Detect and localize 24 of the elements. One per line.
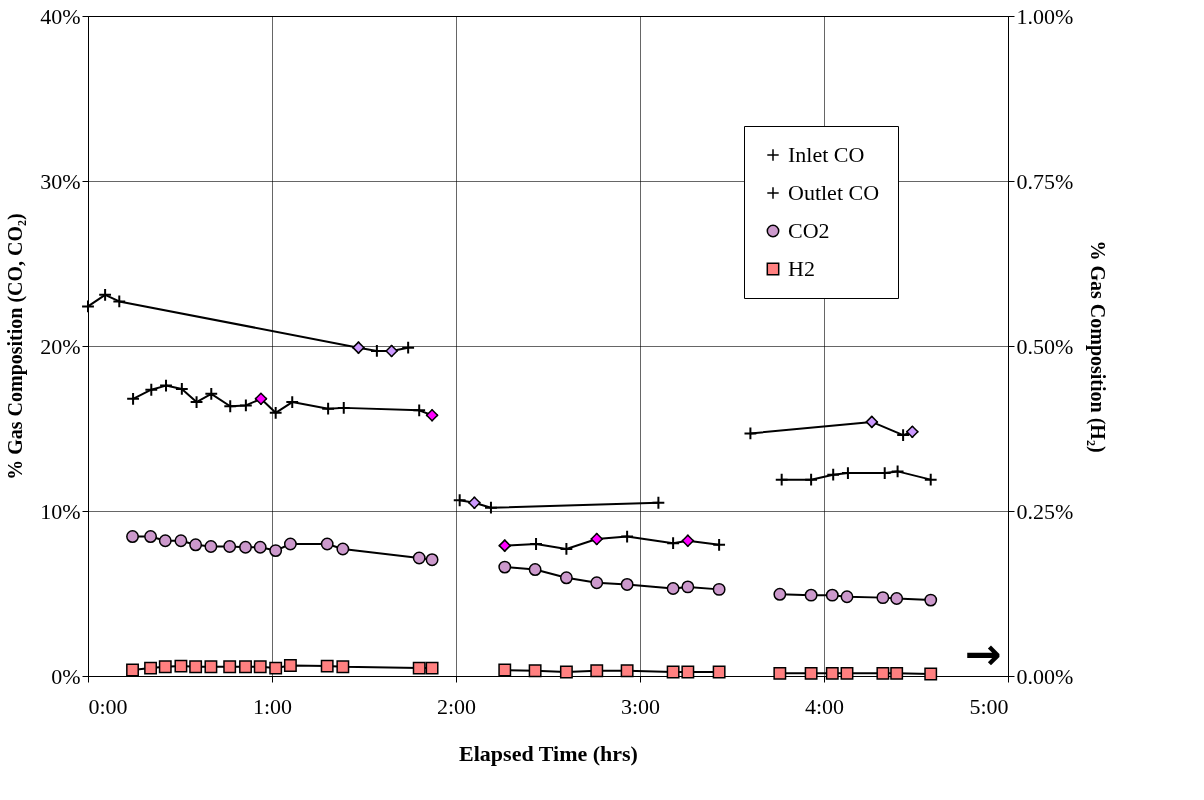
x-tick-label: 4:00 xyxy=(804,693,845,719)
legend-label: Outlet CO xyxy=(788,180,880,205)
y-axis-title: % Gas Composition (CO, CO₂) xyxy=(4,213,28,480)
x-tick-label: 3:00 xyxy=(620,693,661,719)
x-tick-label: 1:00 xyxy=(252,693,293,719)
legend-label: Inlet CO xyxy=(788,142,865,167)
y-tick-label: 0% xyxy=(51,663,81,689)
y2-tick-label: 0.00% xyxy=(1016,663,1074,689)
annotation: → xyxy=(964,628,1002,679)
x-tick-label: 2:00 xyxy=(436,693,477,719)
x-tick-label: 5:00 xyxy=(969,693,1009,719)
y-tick-label: 30% xyxy=(40,168,81,194)
y-tick-label: 40% xyxy=(40,3,81,29)
legend-label: CO2 xyxy=(788,218,830,243)
y2-tick-label: 0.25% xyxy=(1016,498,1074,524)
y2-tick-label: 0.50% xyxy=(1016,333,1074,359)
y2-tick-label: 1.00% xyxy=(1016,3,1074,29)
y-tick-label: 20% xyxy=(40,333,81,359)
y2-tick-label: 0.75% xyxy=(1016,168,1074,194)
y-tick-label: 10% xyxy=(40,498,81,524)
y2-axis-title: % Gas Composition (H₂) xyxy=(1086,240,1110,453)
x-tick-label: 0:00 xyxy=(88,693,128,719)
legend-label: H2 xyxy=(788,256,815,281)
x-axis-title: Elapsed Time (hrs) xyxy=(459,740,638,766)
